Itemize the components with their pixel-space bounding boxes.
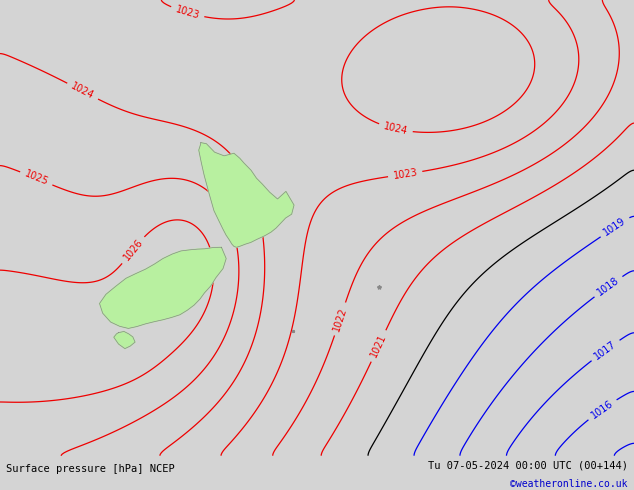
Text: ©weatheronline.co.uk: ©weatheronline.co.uk [510,479,628,489]
Text: Surface pressure [hPa] NCEP: Surface pressure [hPa] NCEP [6,465,175,474]
Text: 1016: 1016 [590,398,615,420]
Text: 1024: 1024 [382,121,409,137]
Text: 1023: 1023 [392,167,418,181]
Text: 1018: 1018 [595,275,621,298]
Text: 1025: 1025 [23,169,49,188]
Text: 1022: 1022 [332,306,349,332]
Text: 1023: 1023 [174,4,201,21]
Polygon shape [100,247,226,328]
Text: 1026: 1026 [121,237,145,263]
Text: 1019: 1019 [602,216,628,238]
Text: 1021: 1021 [369,333,388,359]
Polygon shape [114,331,135,348]
Text: 1024: 1024 [69,81,96,101]
Text: 1017: 1017 [593,339,618,362]
Polygon shape [199,143,294,247]
Text: Tu 07-05-2024 00:00 UTC (00+144): Tu 07-05-2024 00:00 UTC (00+144) [428,460,628,470]
